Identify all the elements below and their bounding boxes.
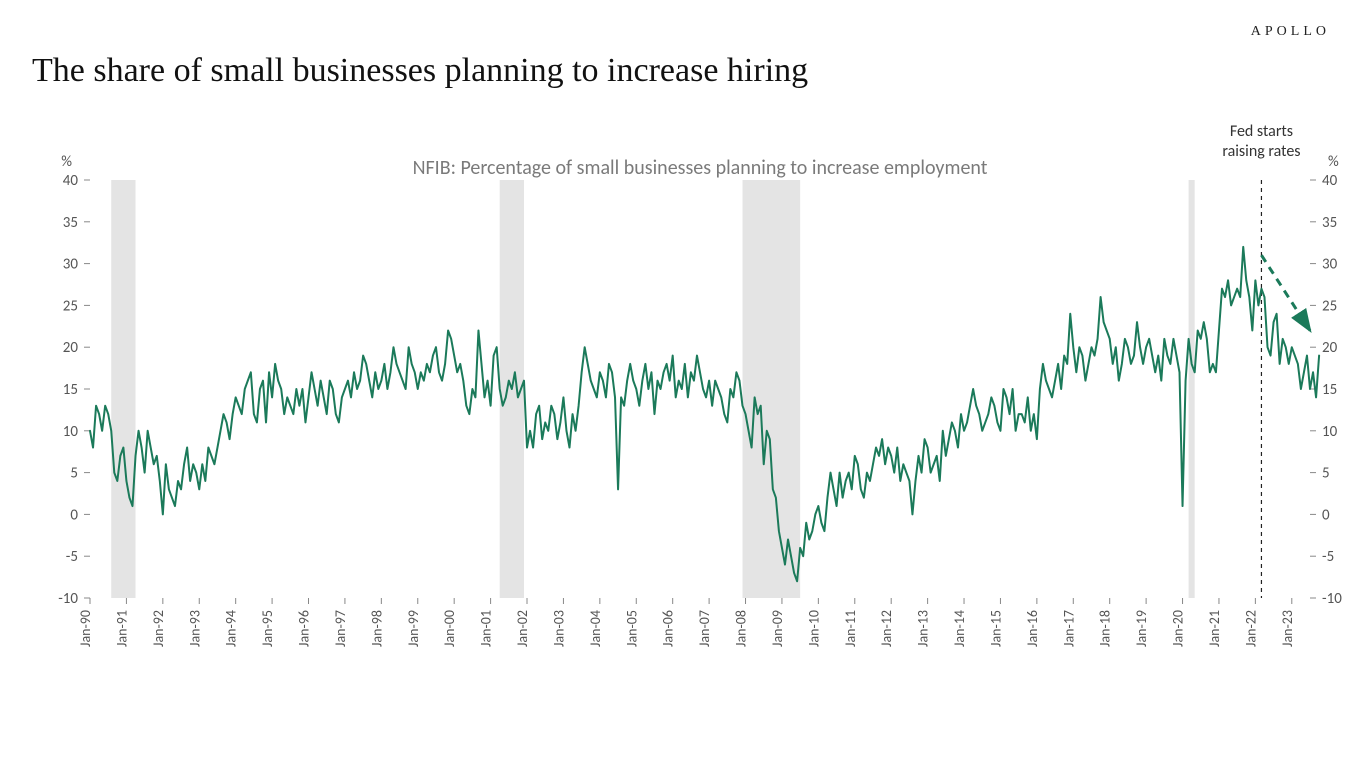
x-tick-label: Jan-00: [441, 610, 458, 647]
y-tick-left: 30: [63, 256, 79, 274]
line-chart: -10 -10 -5 -5 0 0 5 5 10 10 15 15 20 20 25 25 30 30 35 35 40…: [0, 108, 1366, 768]
x-tick-label: Jan-23: [1279, 610, 1296, 647]
x-tick-label: Jan-16: [1024, 610, 1041, 647]
x-tick-label: Jan-21: [1206, 610, 1223, 647]
y-tick-left: 40: [63, 172, 79, 190]
x-tick-label: Jan-02: [514, 610, 531, 647]
x-tick-label: Jan-14: [951, 610, 968, 647]
y-tick-right: 5: [1322, 465, 1330, 483]
x-tick-label: Jan-12: [878, 610, 895, 647]
x-tick-label: Jan-90: [77, 610, 94, 647]
y-tick-left: 25: [63, 297, 78, 315]
page-title: The share of small businesses planning t…: [32, 52, 808, 90]
x-tick-label: Jan-99: [405, 610, 422, 647]
x-tick-label: Jan-22: [1242, 610, 1259, 647]
x-tick-label: Jan-97: [332, 610, 349, 647]
brand-logo: APOLLO: [1251, 24, 1330, 40]
x-tick-label: Jan-98: [368, 610, 385, 647]
x-tick-label: Jan-20: [1170, 610, 1187, 647]
chart-subtitle: NFIB: Percentage of small businesses pla…: [413, 156, 988, 180]
x-tick-label: Jan-03: [550, 610, 567, 647]
x-tick-label: Jan-07: [696, 610, 713, 647]
x-tick-label: Jan-11: [842, 610, 859, 647]
y-tick-right: 25: [1322, 297, 1337, 315]
y-tick-right: 40: [1322, 172, 1338, 190]
recession-band: [742, 180, 800, 598]
x-tick-label: Jan-18: [1097, 610, 1114, 647]
y-tick-right: 35: [1322, 214, 1337, 232]
x-tick-label: Jan-10: [805, 610, 822, 647]
y-tick-left: 15: [63, 381, 78, 399]
x-tick-label: Jan-17: [1060, 610, 1077, 647]
y-tick-right: 0: [1322, 506, 1330, 524]
y-tick-left: 5: [70, 465, 78, 483]
y-tick-left: 20: [63, 339, 79, 357]
x-tick-label: Jan-06: [660, 610, 677, 647]
y-tick-right: -10: [1322, 590, 1342, 608]
y-tick-right: 30: [1322, 256, 1338, 274]
x-tick-label: Jan-94: [223, 610, 240, 647]
x-tick-label: Jan-91: [113, 610, 130, 647]
y-tick-left: -5: [66, 548, 78, 566]
recession-band: [111, 180, 135, 598]
fed-label-1: Fed starts: [1230, 122, 1293, 141]
x-tick-label: Jan-05: [623, 610, 640, 647]
x-tick-label: Jan-09: [769, 610, 786, 647]
y-tick-left: -10: [58, 590, 78, 608]
trend-arrow: [1261, 255, 1310, 330]
x-tick-label: Jan-19: [1133, 610, 1150, 647]
series-line: [90, 247, 1319, 581]
x-tick-label: Jan-92: [150, 610, 167, 647]
y-tick-left: 35: [63, 214, 78, 232]
x-tick-label: Jan-01: [478, 610, 495, 647]
x-tick-label: Jan-96: [296, 610, 313, 647]
x-tick-label: Jan-08: [733, 610, 750, 647]
y-tick-right: -5: [1322, 548, 1334, 566]
y-tick-right: 15: [1322, 381, 1337, 399]
x-tick-label: Jan-93: [186, 610, 203, 647]
x-tick-label: Jan-15: [987, 610, 1004, 647]
x-tick-label: Jan-13: [915, 610, 932, 647]
y-tick-right: 10: [1322, 423, 1338, 441]
x-tick-label: Jan-95: [259, 610, 276, 647]
y-tick-left: 0: [70, 506, 78, 524]
fed-label-2: raising rates: [1222, 142, 1300, 161]
y-tick-right: 20: [1322, 339, 1338, 357]
y-unit-left: %: [61, 153, 72, 171]
y-unit-right: %: [1328, 153, 1339, 171]
recession-band: [1189, 180, 1195, 598]
x-tick-label: Jan-04: [587, 610, 604, 647]
y-tick-left: 10: [63, 423, 79, 441]
